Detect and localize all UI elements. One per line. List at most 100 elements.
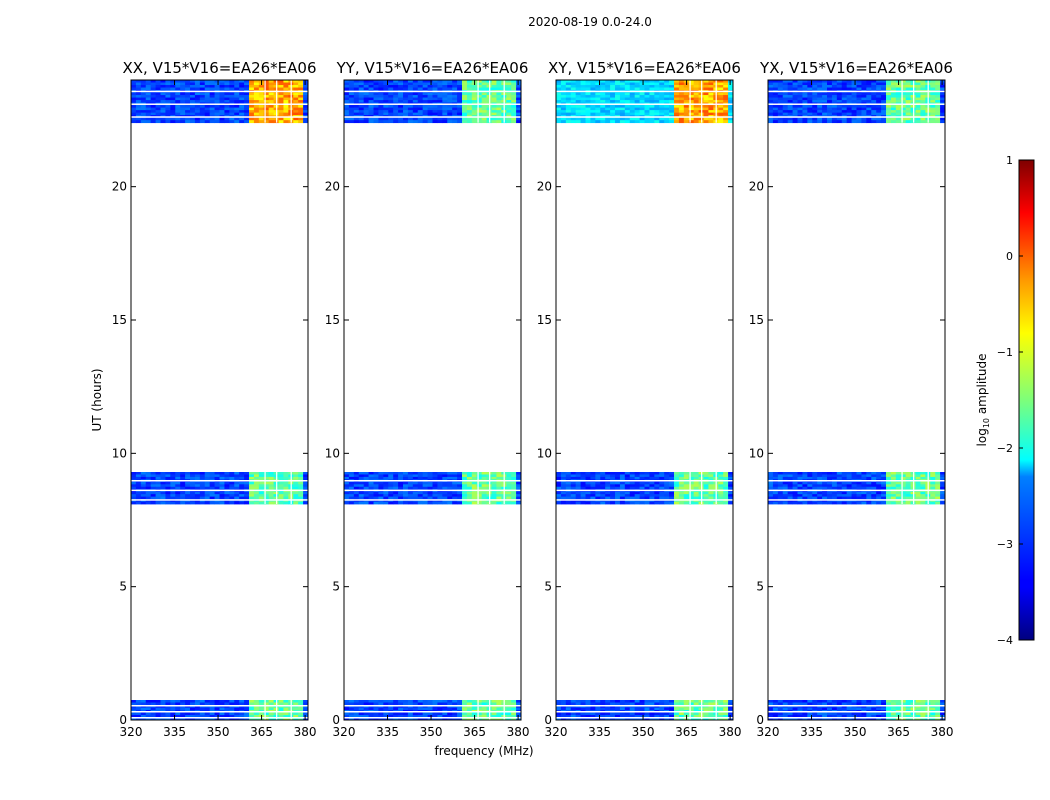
- heatmap-cell: [398, 707, 404, 711]
- heatmap-cell: [590, 117, 596, 121]
- heatmap-cell: [659, 474, 665, 478]
- heatmap-cell: [383, 100, 389, 103]
- heatmap-cell: [649, 484, 655, 488]
- heatmap-cell: [605, 491, 611, 495]
- heatmap-cell: [204, 85, 211, 88]
- heatmap-cell: [368, 496, 374, 500]
- heatmap-cell: [674, 110, 680, 114]
- heatmap-cell: [135, 87, 142, 91]
- heatmap-cell: [565, 491, 572, 495]
- heatmap-cell: [511, 110, 517, 114]
- heatmap-cell: [368, 100, 374, 103]
- heatmap-cell: [135, 97, 142, 101]
- flag-line: [927, 700, 929, 720]
- heatmap-cell: [160, 702, 166, 706]
- heatmap-cell: [678, 97, 685, 101]
- heatmap-cell: [239, 702, 245, 706]
- heatmap-cell: [822, 717, 828, 721]
- heatmap-cell: [674, 702, 680, 706]
- heatmap-cell: [249, 100, 255, 103]
- heatmap-cell: [170, 481, 176, 485]
- heatmap-cell: [900, 484, 907, 488]
- heatmap-cell: [170, 80, 176, 83]
- heatmap-cell: [639, 472, 645, 475]
- heatmap-cell: [506, 717, 512, 721]
- y-tick-label: 10: [112, 446, 127, 460]
- heatmap-cell: [224, 80, 230, 83]
- heatmap-cell: [585, 476, 591, 480]
- heatmap-cell: [462, 494, 468, 498]
- heatmap-cell: [886, 707, 892, 711]
- heatmap-cell: [629, 105, 636, 109]
- heatmap-cell: [600, 491, 606, 495]
- heatmap-cell: [723, 474, 729, 478]
- heatmap-cell: [624, 491, 631, 495]
- heatmap-cell: [239, 494, 245, 498]
- heatmap-cell: [214, 85, 220, 88]
- heatmap-cell: [506, 472, 512, 475]
- heatmap-cell: [145, 92, 152, 96]
- heatmap-cell: [224, 474, 230, 478]
- y-tick-label: 5: [119, 580, 127, 594]
- heatmap-cell: [841, 707, 848, 711]
- heatmap-cell: [298, 715, 304, 718]
- heatmap-cell: [822, 472, 828, 475]
- heatmap-cell: [135, 474, 142, 478]
- heatmap-cell: [383, 501, 389, 505]
- heatmap-cell: [683, 707, 690, 711]
- heatmap-cell: [407, 715, 414, 718]
- heatmap-cell: [442, 97, 448, 101]
- heatmap-cell: [234, 501, 240, 505]
- heatmap-cell: [723, 117, 729, 121]
- heatmap-cell: [768, 712, 774, 716]
- heatmap-cell: [180, 481, 186, 485]
- heatmap-cell: [358, 110, 365, 114]
- heatmap-cell: [278, 476, 284, 480]
- heatmap-cell: [688, 107, 695, 111]
- heatmap-cell: [258, 105, 265, 109]
- heatmap-cell: [915, 702, 921, 706]
- heatmap-cell: [644, 481, 650, 485]
- heatmap-cell: [570, 481, 577, 485]
- heatmap-cell: [605, 481, 611, 485]
- heatmap-cell: [481, 717, 487, 721]
- heatmap-cell: [239, 472, 245, 475]
- gap-line: [556, 90, 733, 93]
- heatmap-cell: [481, 100, 487, 103]
- heatmap-cell: [930, 715, 936, 718]
- heatmap-cell: [817, 484, 823, 488]
- heatmap-cell: [403, 97, 409, 101]
- heatmap-cell: [703, 105, 709, 109]
- heatmap-cell: [678, 715, 685, 718]
- heatmap-cell: [792, 712, 798, 716]
- heatmap-cell: [244, 120, 250, 124]
- heatmap-cell: [580, 496, 586, 500]
- heatmap-cell: [595, 112, 601, 116]
- heatmap-cell: [777, 717, 784, 721]
- heatmap-cell: [239, 496, 245, 500]
- heatmap-cell: [590, 491, 596, 495]
- heatmap-cell: [175, 95, 181, 98]
- heatmap-cell: [580, 97, 586, 101]
- heatmap-cell: [935, 486, 941, 490]
- heatmap-cell: [135, 715, 142, 718]
- heatmap-cell: [452, 112, 458, 116]
- heatmap-cell: [772, 472, 779, 475]
- heatmap-cell: [619, 486, 626, 490]
- heatmap-cell: [792, 700, 798, 703]
- heatmap-cell: [615, 700, 621, 703]
- gap-line: [768, 717, 945, 719]
- heatmap-cell: [900, 472, 907, 475]
- heatmap-cell: [915, 707, 921, 711]
- heatmap-cell: [298, 120, 304, 124]
- heatmap-cell: [194, 484, 201, 488]
- heatmap-cell: [649, 476, 655, 480]
- heatmap-cell: [407, 496, 414, 500]
- heatmap-cell: [165, 717, 171, 721]
- heatmap-cell: [160, 484, 166, 488]
- heatmap-cell: [263, 486, 270, 490]
- heatmap-cell: [895, 700, 902, 703]
- heatmap-cell: [935, 481, 941, 485]
- heatmap-cell: [407, 107, 414, 111]
- heatmap-cell: [170, 494, 176, 498]
